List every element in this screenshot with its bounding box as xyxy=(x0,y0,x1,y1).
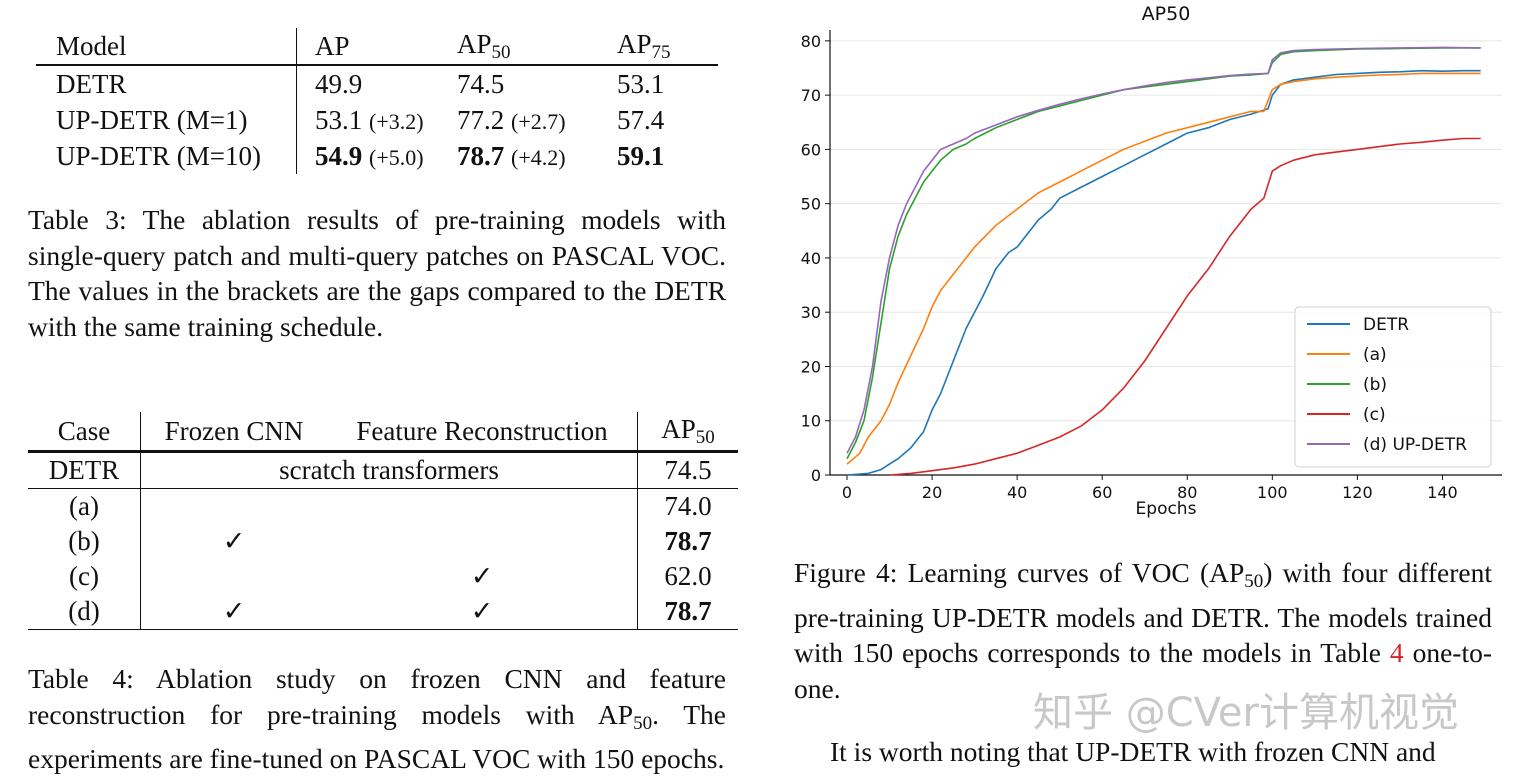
x-tick-label: 40 xyxy=(1007,483,1027,502)
y-tick-label: 30 xyxy=(801,303,821,322)
table-3-model: UP-DETR (M=1) xyxy=(36,102,297,138)
chart-x-axis-label: Epochs xyxy=(1136,499,1197,519)
table-3-ap-gap: (+3.2) xyxy=(369,108,424,134)
table-row: DETR 49.9 74.5 53.1 xyxy=(36,65,718,102)
series-line-4 xyxy=(846,46,1481,454)
table-3-ap: 49.9 xyxy=(315,68,363,99)
x-tick-label: 20 xyxy=(922,483,942,502)
x-tick-label: 60 xyxy=(1092,483,1112,502)
table-3-ap50-gap: (+4.2) xyxy=(511,144,566,170)
chart-legend: DETR (a) (b) (c) (d) UP-DETR xyxy=(1294,306,1492,468)
table-row: DETR scratch transformers 74.5 xyxy=(28,451,738,489)
y-tick-label: 10 xyxy=(801,412,821,431)
table-3-model: UP-DETR (M=10) xyxy=(36,138,297,174)
table-3-ap50: 78.7 (+4.2) xyxy=(457,140,566,171)
table-3-ap75: 59.1 xyxy=(617,140,665,171)
x-tick-label: 0 xyxy=(842,483,852,502)
table-3-header-ap: AP xyxy=(296,28,457,66)
table-4-ap50: 62.0 xyxy=(664,561,712,591)
chart-title: AP50 xyxy=(1142,3,1191,25)
table-4-ap50: 78.7 xyxy=(664,526,712,556)
body-text: It is worth noting that UP-DETR with fro… xyxy=(830,736,1436,767)
table-4-span-cell: scratch transformers xyxy=(140,451,638,489)
y-tick-label: 40 xyxy=(801,249,821,268)
table-4-case: (d) xyxy=(28,594,141,630)
table-4-case: (c) xyxy=(28,559,141,594)
y-tick-label: 50 xyxy=(801,195,821,214)
table-3-header-ap50: AP50 xyxy=(457,28,617,66)
figure-4-chart: AP50 0 10 20 30 40 50 60 70 80 0 20 40 60 80 100 120 140… xyxy=(801,3,1502,519)
table-4-header-feature-reconstruction: Feature Reconstruction xyxy=(327,412,638,453)
y-tick-label: 60 xyxy=(801,140,821,159)
table-4-ap50: 74.5 xyxy=(637,451,738,489)
table-ref-link[interactable]: 4 xyxy=(1389,637,1404,668)
table-3-ap75: 53.1 xyxy=(617,68,665,99)
table-4-ap50: 78.7 xyxy=(637,594,738,630)
table-3-header: Model AP AP50 AP75 xyxy=(36,28,718,66)
table-4-case: DETR xyxy=(28,451,141,489)
checkmark-icon: ✓ xyxy=(327,594,638,630)
table-3-model: DETR xyxy=(36,65,297,102)
table-4-ap50: 74.0 xyxy=(664,491,712,521)
table-4-feature-cell xyxy=(327,488,638,524)
x-tick-label: 80 xyxy=(1177,483,1197,502)
series-line-0 xyxy=(846,69,1481,476)
table-row: (d) ✓ ✓ 78.7 xyxy=(28,594,738,630)
y-tick-label: 0 xyxy=(811,466,821,485)
x-tick-label: 120 xyxy=(1342,483,1373,502)
table-row: UP-DETR (M=10) 54.9 (+5.0) 78.7 (+4.2) 5… xyxy=(36,138,718,174)
legend-label: (a) xyxy=(1363,345,1387,365)
figure-4-caption: Figure 4: Learning curves of VOC (AP50) … xyxy=(794,557,1492,704)
table-4-frozen-cell xyxy=(141,489,328,525)
y-tick-label: 80 xyxy=(801,32,821,51)
checkmark-icon: ✓ xyxy=(327,559,638,594)
y-tick-label: 70 xyxy=(801,86,821,105)
legend-label: (d) UP-DETR xyxy=(1363,435,1467,455)
table-3-ap75: 57.4 xyxy=(617,104,665,135)
series-line-1 xyxy=(846,72,1481,465)
table-4-header-ap50: AP50 xyxy=(637,412,738,453)
table-4: Case Frozen CNN Feature Reconstruction A… xyxy=(28,412,738,630)
checkmark-icon: ✓ xyxy=(222,526,246,556)
table-row: (c) ✓ 62.0 xyxy=(28,559,738,594)
table-3-ap50: 74.5 xyxy=(457,68,505,99)
table-4-header-frozen-cnn: Frozen CNN xyxy=(140,412,327,453)
series-line-3 xyxy=(889,137,1481,476)
x-tick-label: 100 xyxy=(1257,483,1288,502)
table-4-case: (a) xyxy=(28,488,141,524)
legend-label: (c) xyxy=(1363,405,1386,425)
legend-box xyxy=(1294,306,1492,468)
x-tick-label: 140 xyxy=(1427,483,1458,502)
table-row: (a) 74.0 xyxy=(28,488,738,525)
table-3-ap-gap: (+5.0) xyxy=(369,144,424,170)
watermark: 知乎 @CVer计算机视觉 xyxy=(1033,690,1459,736)
table-row: (b) ✓ 78.7 xyxy=(28,524,738,559)
table-3-ap: 54.9 (+5.0) xyxy=(315,140,424,171)
table-3: Model AP AP50 AP75 DETR 49.9 74.5 53.1 U… xyxy=(36,28,718,174)
table-4-header-case: Case xyxy=(28,412,141,453)
table-4-header: Case Frozen CNN Feature Reconstruction A… xyxy=(28,412,738,453)
table-3-header-model: Model xyxy=(36,28,297,66)
table-3-header-ap75: AP75 xyxy=(617,28,718,66)
table-4-frozen-cell xyxy=(141,559,328,594)
table-4-feature-cell xyxy=(327,524,638,559)
table-3-ap: 53.1 (+3.2) xyxy=(315,104,424,135)
legend-label: (b) xyxy=(1363,375,1387,395)
series-line-2 xyxy=(846,47,1481,460)
table-3-caption: Table 3: The ablation results of pre-tra… xyxy=(28,204,726,342)
y-tick-label: 20 xyxy=(801,357,821,376)
table-row: UP-DETR (M=1) 53.1 (+3.2) 77.2 (+2.7) 57… xyxy=(36,102,718,138)
table-3-ap50-gap: (+2.7) xyxy=(511,108,566,134)
legend-label: DETR xyxy=(1363,315,1409,335)
table-4-caption: Table 4: Ablation study on frozen CNN an… xyxy=(28,663,726,774)
table-4-case: (b) xyxy=(28,524,141,559)
table-3-ap50: 77.2 (+2.7) xyxy=(457,104,566,135)
checkmark-icon: ✓ xyxy=(140,594,327,630)
